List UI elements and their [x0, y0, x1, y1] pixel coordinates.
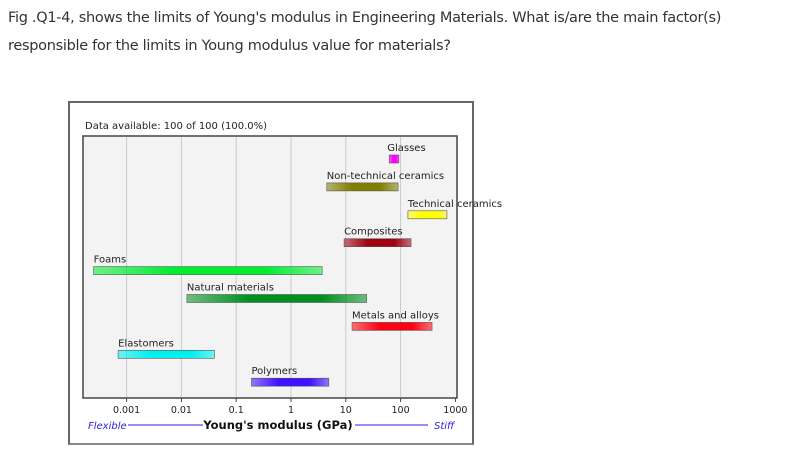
- bar-natural-materials: [186, 294, 367, 303]
- data-available-subtitle: Data available: 100 of 100 (100.0%): [85, 121, 267, 132]
- stiff-label: Stiff: [434, 421, 456, 432]
- x-tick-label: 10: [340, 405, 352, 416]
- bar-label: Polymers: [251, 366, 297, 377]
- x-tick-label: 100: [392, 405, 410, 416]
- bar-non-technical-ceramics: [326, 182, 399, 192]
- bar-label: Metals and alloys: [352, 310, 439, 321]
- bar-label: Technical ceramics: [407, 199, 502, 210]
- bar-technical-ceramics: [407, 210, 448, 220]
- bar-label: Non-technical ceramics: [327, 171, 444, 182]
- question-text: Fig .Q1-4, shows the limits of Young's m…: [8, 10, 722, 54]
- bar-composites: [343, 238, 412, 247]
- bar-foams: [93, 266, 323, 275]
- bar-metals-and-alloys: [351, 322, 433, 331]
- x-tick-label: 0.001: [113, 405, 140, 416]
- x-tick-label: 1: [288, 405, 294, 416]
- bar-label: Foams: [94, 255, 127, 266]
- bar-label: Composites: [344, 227, 403, 238]
- bar-elastomers: [117, 349, 215, 359]
- bar-label: Natural materials: [187, 283, 274, 294]
- bar-glasses: [388, 154, 400, 164]
- x-tick-label: 0.1: [229, 405, 244, 416]
- x-axis-label: Young's modulus (GPa): [202, 418, 352, 432]
- x-tick-label: 1000: [443, 405, 467, 416]
- flexible-label: Flexible: [88, 421, 127, 432]
- bar-label: Elastomers: [118, 338, 174, 349]
- bar-label: Glasses: [387, 143, 425, 154]
- bar-polymers: [251, 377, 330, 387]
- x-tick-label: 0.01: [171, 405, 192, 416]
